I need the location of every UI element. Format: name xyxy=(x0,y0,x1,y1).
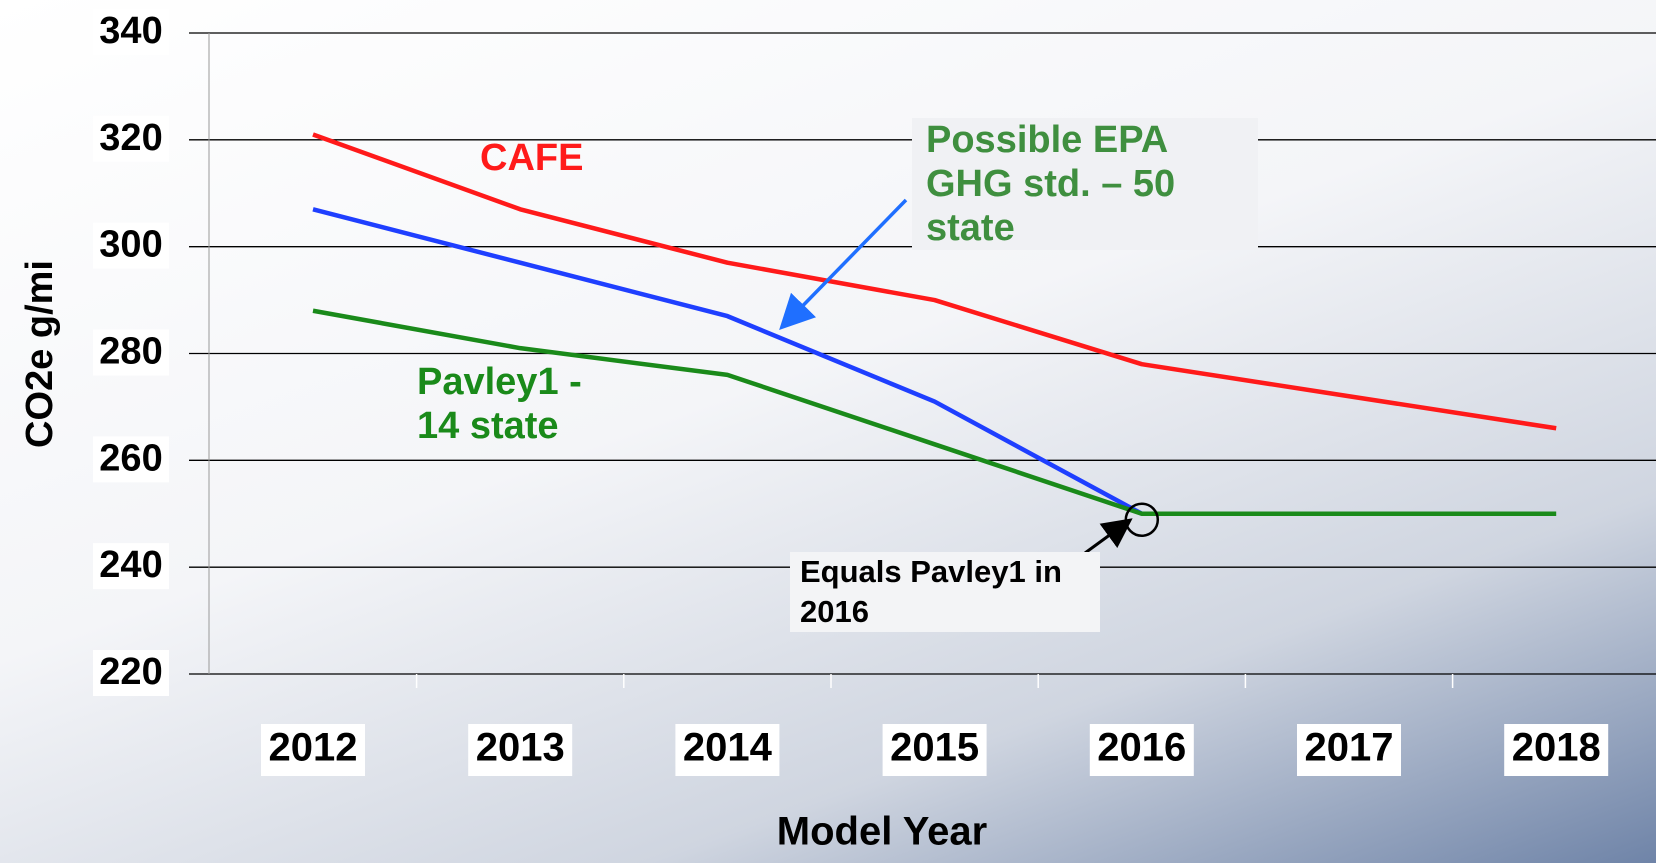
x-tick-label: 2016 xyxy=(1097,726,1186,770)
series-line xyxy=(312,132,1557,431)
tick-label-bg xyxy=(93,115,169,162)
x-tick-label: 2018 xyxy=(1512,726,1601,770)
y-tick-label: 300 xyxy=(99,224,162,266)
tick-label-bg xyxy=(1297,724,1401,776)
y-tick-label: 320 xyxy=(99,117,162,159)
tick-label-bg xyxy=(93,9,169,55)
tick-label-bg xyxy=(1089,724,1194,776)
tick-label-bg xyxy=(93,222,169,269)
y-tick-label: 280 xyxy=(99,331,162,373)
tick-label-bg xyxy=(93,329,169,376)
y-tick-label: 240 xyxy=(99,544,162,586)
x-tick-label: 2013 xyxy=(476,726,565,770)
tick-label-bg xyxy=(468,724,573,776)
x-tick-label: 2017 xyxy=(1305,726,1394,770)
arrow xyxy=(779,198,908,331)
annotation: Equals Pavley1 in 2016 xyxy=(790,552,1100,632)
arrow xyxy=(1084,518,1133,555)
tick-label-bg xyxy=(1504,724,1609,776)
x-axis-label: Model Year xyxy=(777,810,987,854)
tick-label-bg xyxy=(261,724,365,776)
y-tick-label: 340 xyxy=(99,10,162,52)
tick-label-bg xyxy=(93,436,169,483)
series-line xyxy=(312,308,1557,516)
y-tick-label: 220 xyxy=(99,651,162,693)
tick-label-bg xyxy=(93,650,169,696)
tick-label-bg xyxy=(675,724,780,776)
tick-label-bg xyxy=(93,543,169,590)
highlight-circle xyxy=(1124,502,1160,537)
x-tick-label: 2015 xyxy=(890,726,979,770)
y-axis-label: CO2e g/mi xyxy=(19,260,61,448)
y-tick-label: 260 xyxy=(99,437,162,479)
x-tick-label: 2012 xyxy=(269,726,358,770)
x-tick-label: 2014 xyxy=(683,726,773,770)
tick-label-bg xyxy=(882,724,987,776)
series-label: Possible EPA GHG std. – 50 state xyxy=(912,118,1258,250)
series-label: CAFE xyxy=(480,137,584,179)
series-label: Pavley1 - 14 state xyxy=(417,361,582,447)
series-line xyxy=(312,207,1143,516)
